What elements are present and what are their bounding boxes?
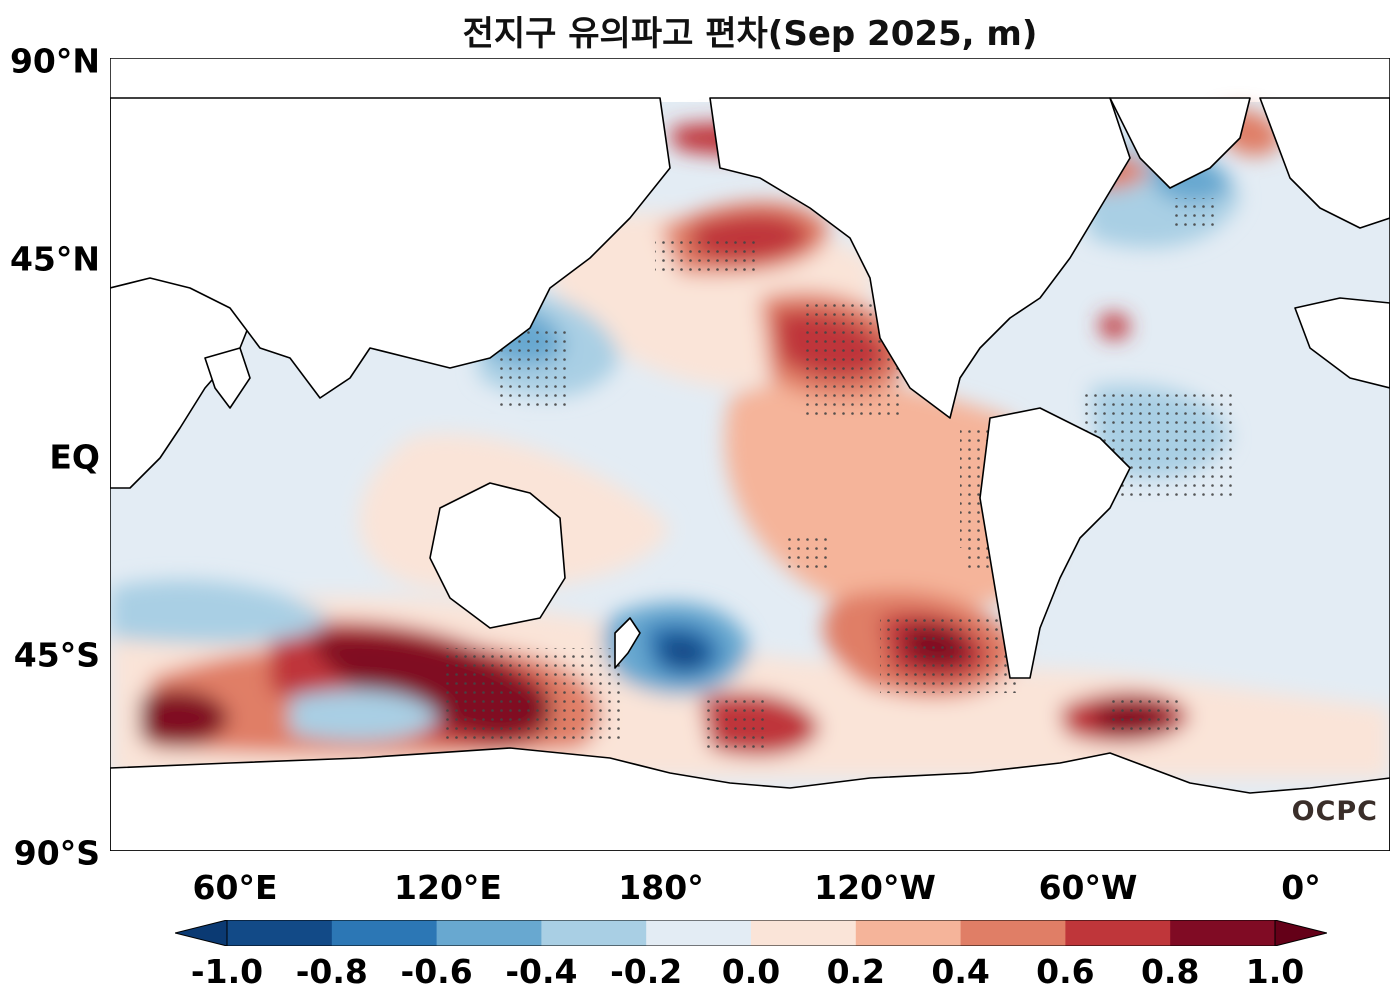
x-tick-60e: 60°E bbox=[192, 868, 278, 907]
stipple-patch bbox=[785, 538, 830, 568]
x-tick-120e: 120°E bbox=[394, 868, 502, 907]
colorbar-extend-high bbox=[1274, 920, 1327, 946]
y-tick-45s: 45°S bbox=[13, 635, 100, 675]
y-tick-90s: 90°S bbox=[13, 833, 100, 873]
colorbar-tick-label: -1.0 bbox=[190, 952, 264, 991]
land-south-america bbox=[979, 407, 1131, 679]
colorbar-tick-label: -0.6 bbox=[400, 952, 473, 991]
colorbar-swatch bbox=[1170, 920, 1276, 946]
land-new-zealand bbox=[614, 617, 641, 669]
anomaly-region bbox=[140, 689, 230, 747]
colorbar-tick-label: 0.2 bbox=[826, 952, 886, 991]
land-australia bbox=[429, 482, 566, 629]
colorbar-tick-label: 0.8 bbox=[1140, 952, 1200, 991]
stipple-patch bbox=[655, 236, 755, 271]
stipple-patch bbox=[880, 613, 1020, 693]
land-greenland bbox=[1109, 97, 1251, 189]
x-tick-0: 0° bbox=[1281, 868, 1321, 907]
colorbar-swatch bbox=[541, 920, 647, 946]
anomaly-region bbox=[660, 635, 708, 669]
colorbar-tick-label: -0.2 bbox=[610, 952, 683, 991]
land-india bbox=[204, 347, 251, 409]
x-tick-120w: 120°W bbox=[814, 868, 936, 907]
x-tick-60w: 60°W bbox=[1038, 868, 1138, 907]
y-tick-eq: EQ bbox=[49, 437, 100, 477]
x-tick-180: 180° bbox=[618, 868, 704, 907]
colorbar-swatch bbox=[1065, 920, 1171, 946]
colorbar-swatch bbox=[331, 920, 438, 946]
y-tick-45n: 45°N bbox=[9, 239, 100, 279]
anomaly-region bbox=[290, 689, 440, 742]
ocpc-logo: OCPC bbox=[1291, 796, 1378, 827]
colorbar-swatch bbox=[436, 920, 542, 946]
stipple-patch bbox=[1110, 698, 1180, 733]
map-title: 전지구 유의파고 편차(Sep 2025, m) bbox=[462, 14, 1038, 54]
colorbar-swatch bbox=[751, 920, 857, 946]
y-tick-90n: 90°N bbox=[9, 41, 100, 81]
anomaly-region bbox=[1100, 313, 1130, 340]
colorbar-swatch bbox=[855, 920, 962, 946]
stipple-patch bbox=[705, 698, 765, 748]
anomaly-region bbox=[110, 579, 330, 644]
stipple-patch bbox=[1170, 198, 1220, 228]
land-eurasia bbox=[110, 97, 1390, 399]
land-antarctica bbox=[110, 747, 1390, 851]
colorbar-tick-label: -0.4 bbox=[505, 952, 578, 991]
land-north-america bbox=[709, 97, 1131, 419]
colorbar-extend-low bbox=[175, 920, 228, 946]
stipple-patch bbox=[440, 648, 620, 743]
colorbar-swatch bbox=[646, 920, 752, 946]
anomaly-map bbox=[110, 58, 1390, 851]
colorbar-tick-label: 1.0 bbox=[1245, 952, 1305, 991]
colorbar bbox=[175, 920, 1327, 946]
colorbar-tick-label: 0.0 bbox=[721, 952, 781, 991]
colorbar-swatch bbox=[960, 920, 1066, 946]
colorbar-swatch bbox=[227, 920, 333, 946]
colorbar-tick-label: 0.6 bbox=[1036, 952, 1095, 991]
colorbar-tick-label: -0.8 bbox=[295, 952, 368, 991]
colorbar-tick-label: 0.4 bbox=[931, 952, 990, 991]
